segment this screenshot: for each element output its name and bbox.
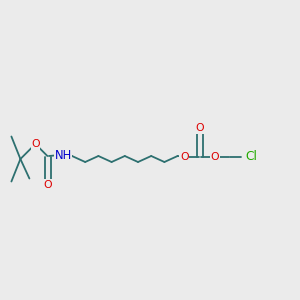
Text: O: O [180,152,188,162]
Text: O: O [211,152,219,162]
Text: NH: NH [54,148,72,162]
Text: O: O [44,180,52,190]
Text: O: O [196,123,204,134]
Text: O: O [31,139,40,149]
Text: Cl: Cl [245,150,257,163]
